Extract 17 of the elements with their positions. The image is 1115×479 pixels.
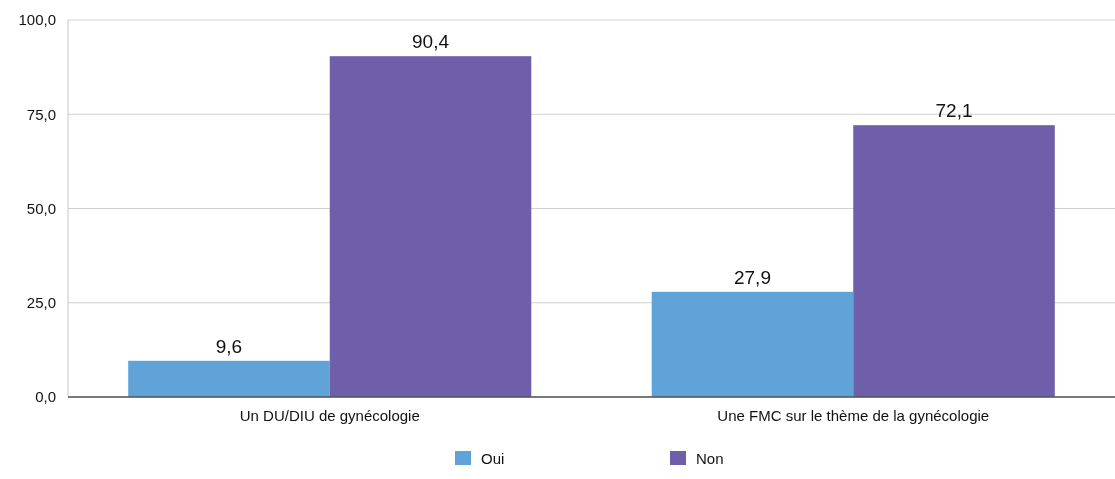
data-label: 90,4	[412, 31, 450, 53]
y-tick-label: 50,0	[26, 199, 56, 217]
x-tick-label: Une FMC sur le thème de la gynécologie	[717, 407, 990, 424]
x-tick-label: Un DU/DIU de gynécologie	[239, 407, 420, 424]
data-label: 9,6	[215, 335, 243, 357]
y-tick-label: 100,0	[18, 11, 56, 29]
legend-label: Non	[696, 450, 724, 468]
y-tick-label: 0,0	[35, 388, 56, 406]
y-tick-label: 75,0	[26, 105, 56, 123]
data-label: 27,9	[733, 266, 771, 288]
bar	[651, 291, 854, 397]
bar	[853, 125, 1055, 397]
legend-label: Oui	[481, 450, 505, 468]
bar	[128, 360, 330, 397]
y-tick-label: 25,0	[26, 294, 56, 311]
bar	[329, 56, 532, 397]
data-label: 72,1	[935, 100, 973, 122]
